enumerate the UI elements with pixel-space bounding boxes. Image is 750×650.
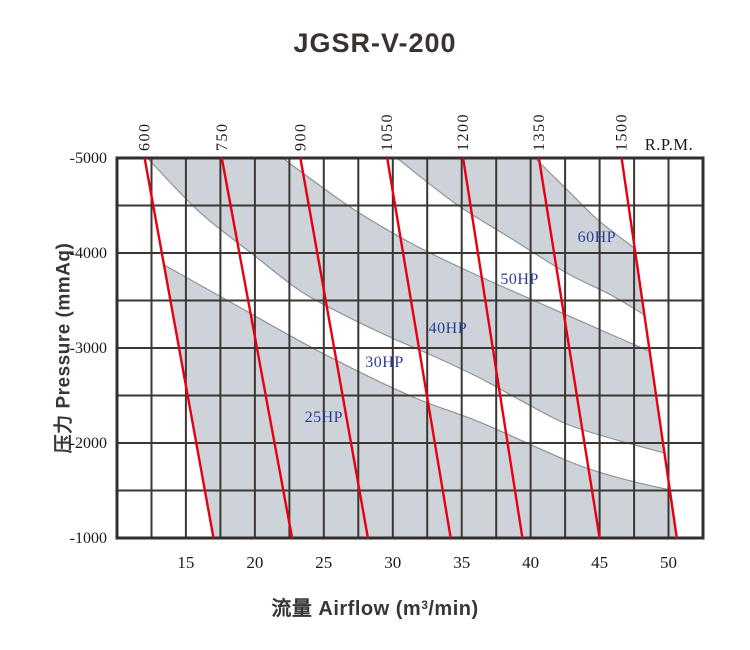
hp-bands [144, 158, 677, 538]
rpm-line-1350 [537, 157, 601, 539]
x-tick-25: 25 [315, 553, 332, 572]
rpm-label-750: 750 [214, 123, 231, 152]
hp-label-60HP: 60HP [578, 229, 616, 246]
plot-frame [115, 156, 705, 540]
x-axis-title-sup: 3 [421, 598, 429, 612]
band-25HP [144, 251, 677, 538]
y-tick--1000: -1000 [70, 530, 107, 547]
y-tick--2000: -2000 [70, 435, 107, 452]
hp-label-30HP: 30HP [365, 354, 403, 371]
rpm-labels: 600 750 900 1050 1200 1350 1500 R.P.M. [137, 113, 693, 154]
hp-label-25HP: 25HP [305, 409, 343, 426]
rpm-label-900: 900 [292, 123, 309, 152]
rpm-label-1350: 1350 [531, 113, 548, 151]
power-boundary-c3 [144, 158, 677, 459]
rpm-line-1500 [620, 157, 678, 539]
x-tick-50: 50 [660, 553, 677, 572]
grid [117, 158, 703, 538]
x-tick-40: 40 [522, 553, 539, 572]
rpm-lines [143, 157, 678, 539]
band-60HP [376, 158, 658, 323]
rpm-line-1200 [461, 157, 524, 539]
rpm-label-600: 600 [137, 123, 154, 152]
hp-labels: 25HP 30HP 40HP 50HP 60HP [305, 229, 616, 426]
x-tick-35: 35 [453, 553, 470, 572]
y-tick--3000: -3000 [70, 340, 107, 357]
rpm-line-900 [299, 157, 370, 539]
rpm-label-1500: 1500 [614, 113, 631, 151]
x-tick-labels: 15 20 25 30 35 40 45 50 [177, 553, 677, 572]
x-tick-15: 15 [177, 553, 194, 572]
x-axis-title: 流量 Airflow (m3/min) [0, 592, 750, 621]
rpm-unit-label: R.P.M. [645, 135, 693, 154]
rpm-line-600 [143, 157, 215, 539]
x-tick-20: 20 [246, 553, 263, 572]
rpm-label-1200: 1200 [455, 113, 472, 151]
x-axis-title-pre: 流量 Airflow (m [271, 598, 422, 620]
hp-label-40HP: 40HP [429, 320, 467, 337]
x-tick-30: 30 [384, 553, 401, 572]
x-tick-45: 45 [591, 553, 608, 572]
band-40HP [144, 158, 677, 458]
hp-label-50HP: 50HP [500, 271, 538, 288]
chart-title: JGSR-V-200 [293, 28, 457, 58]
rpm-line-750 [220, 157, 294, 539]
x-axis-title-post: /min) [428, 598, 479, 620]
rpm-label-1050: 1050 [379, 113, 396, 151]
y-tick-labels: -5000 -4000 -3000 -2000 -1000 [70, 150, 107, 547]
y-tick--5000: -5000 [70, 150, 107, 167]
rpm-line-1050 [386, 157, 452, 539]
y-tick--4000: -4000 [70, 245, 107, 262]
